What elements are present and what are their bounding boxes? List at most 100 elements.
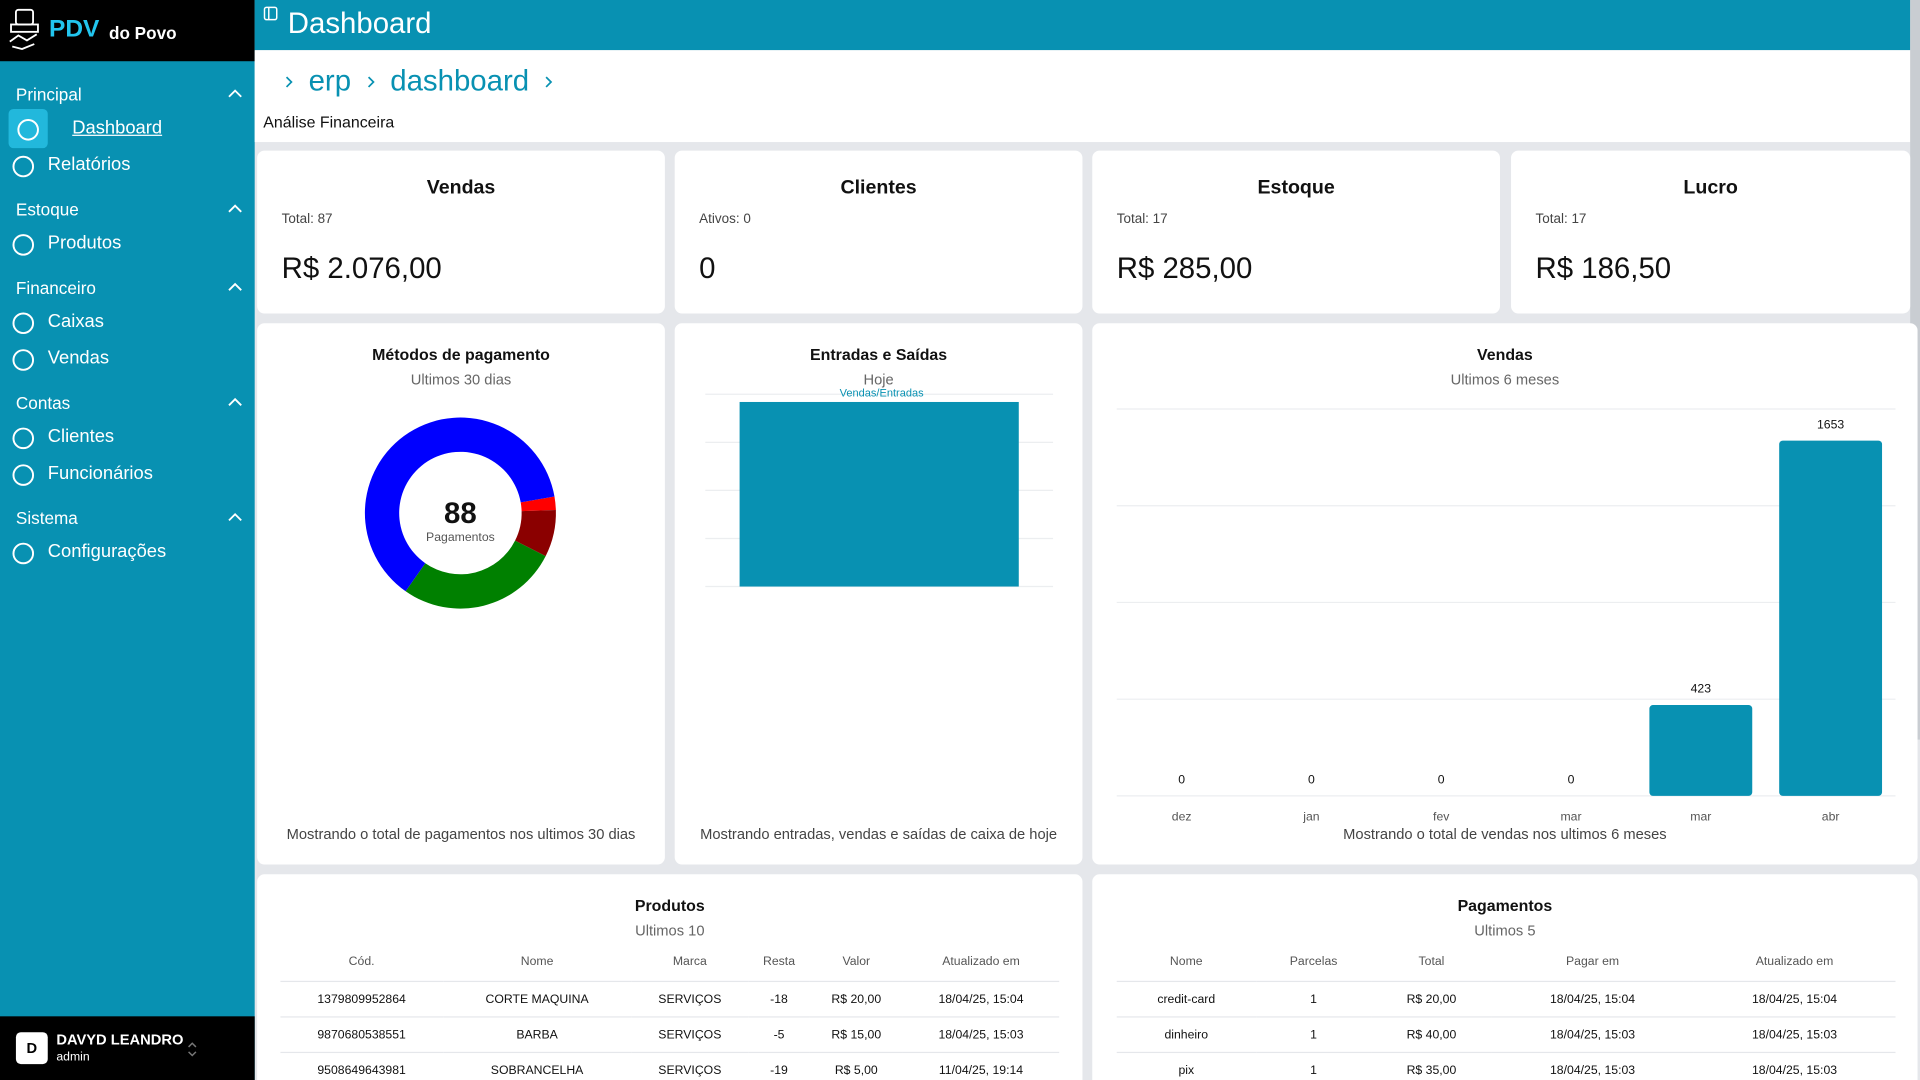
stat-value: 0 <box>699 252 716 286</box>
nav-label: Clientes <box>47 426 115 447</box>
table-row[interactable]: pix 1 R$ 35,00 18/04/25, 15:03 18/04/25, 15:… <box>1116 1051 1896 1080</box>
table-cell: credit-card <box>1116 980 1256 1017</box>
column-header: Nome <box>1169 954 1203 968</box>
nav-icon <box>12 464 35 486</box>
column-header: Cód. <box>348 954 375 968</box>
nav-item[interactable]: Configurações <box>0 534 255 571</box>
breadcrumb-sep <box>285 76 293 88</box>
column-header: Nome <box>520 954 554 968</box>
table-cell: 9870680538551 <box>280 1016 443 1053</box>
group-header[interactable]: Sistema <box>0 502 255 534</box>
brand[interactable]: PDV do Povo <box>0 0 255 62</box>
chart-subtitle: Ultimos 30 dias <box>410 371 512 389</box>
nav-icon <box>12 427 35 450</box>
collapse-icon <box>228 282 242 291</box>
user-box[interactable]: D DAVYD LEANDRO admin <box>0 1016 255 1080</box>
stat-card: Vendas Total: 87 R$ 2.076,00 <box>257 150 665 314</box>
icon-shape <box>12 464 35 486</box>
table-cell: 18/04/25, 15:03 <box>902 1016 1060 1053</box>
group-title: Principal <box>15 84 82 105</box>
x-tick-label: mar <box>1560 809 1581 823</box>
table-cell: 1 <box>1255 1051 1372 1080</box>
chevron <box>367 76 375 88</box>
column-header: Parcelas <box>1289 954 1338 968</box>
stat-caption: Total: 17 <box>1535 211 1587 227</box>
chart-card: Vendas Ultimos 6 meses Mostrando o total d… <box>1092 323 1918 865</box>
value-label: 0 <box>1178 773 1185 787</box>
group-header[interactable]: Contas <box>0 387 255 419</box>
chart-subtitle: Hoje <box>863 371 894 389</box>
nav-item[interactable]: Vendas <box>0 340 255 377</box>
nav-item[interactable]: Relatórios <box>0 147 255 184</box>
table-cell: pix <box>1116 1051 1256 1080</box>
nav-item[interactable]: Clientes <box>0 419 255 456</box>
chevron <box>285 76 293 88</box>
column-header: Total <box>1418 954 1445 968</box>
group-header[interactable]: Financeiro <box>0 272 255 304</box>
value-label: 0 <box>1308 773 1315 787</box>
stat-value: R$ 186,50 <box>1535 252 1672 286</box>
data-table: Nome Parcelas Total Pagar em Atualizado em cr… <box>1116 942 1896 1080</box>
table-cell: 18/04/25, 15:03 <box>1491 1051 1694 1080</box>
pie-segment <box>520 496 556 512</box>
table-body: 1379809952864 CORTE MAQUINA SERVIÇOS -18 R$ … <box>280 980 1060 1080</box>
table-head: Nome Parcelas Total Pagar em Atualizado em <box>1117 942 1896 982</box>
column-header: Marca <box>672 954 707 968</box>
chevron <box>228 397 242 406</box>
stat-card: Clientes Ativos: 0 0 <box>674 150 1083 314</box>
collapse-icon <box>228 397 242 406</box>
table-cell: -19 <box>748 1051 810 1080</box>
header-row: Cód. Nome Marca Resta Valor Atualizado em <box>280 942 1059 982</box>
table-row[interactable]: 9870680538551 BARBA SERVIÇOS -5 R$ 15,00 18/0… <box>280 1016 1060 1053</box>
table-cell: 18/04/25, 15:04 <box>902 980 1060 1017</box>
nav-item[interactable]: Produtos <box>0 225 255 262</box>
pie-segment <box>515 510 556 557</box>
table-row[interactable]: credit-card 1 R$ 20,00 18/04/25, 15:04 18/04… <box>1116 980 1896 1017</box>
table-cell: R$ 35,00 <box>1371 1051 1492 1080</box>
nav: Principal Dashboard Relatórios Estoque Produ… <box>0 69 255 571</box>
breadcrumb-item[interactable]: dashboard <box>390 64 530 98</box>
value-label: 1653 <box>1817 417 1844 431</box>
x-tick-label: abr <box>1822 809 1840 823</box>
table-row[interactable]: 9508649643981 SOBRANCELHA SERVIÇOS -19 R$ 5,… <box>280 1051 1060 1080</box>
group-title: Sistema <box>15 508 78 528</box>
icon-shape <box>17 119 39 141</box>
nav-label: Produtos <box>47 232 122 254</box>
group-title: Contas <box>15 393 71 413</box>
nav-item[interactable]: Funcionários <box>0 456 255 493</box>
column-header: Valor <box>842 954 871 968</box>
bar <box>1649 704 1753 796</box>
chart: 0 0 0 0 423 1653 dez jan fev mar mar abr <box>1116 408 1896 823</box>
table-cell: R$ 40,00 <box>1371 1016 1492 1053</box>
group-header[interactable]: Principal <box>0 78 255 110</box>
chart-title: Métodos de pagamento <box>372 345 550 364</box>
table-cell: 18/04/25, 15:04 <box>1693 980 1896 1017</box>
table-row[interactable]: 1379809952864 CORTE MAQUINA SERVIÇOS -18 R$ … <box>280 980 1060 1017</box>
table-cell: SERVIÇOS <box>631 980 749 1017</box>
icon-shape <box>12 312 35 335</box>
chart-footer: Mostrando entradas, vendas e saídas de c… <box>700 825 1058 843</box>
table-card: Produtos Ultimos 10 Cód. Nome Marca Resta Valo… <box>257 874 1083 1080</box>
group-header[interactable]: Estoque <box>0 193 255 225</box>
table-cell: CORTE MAQUINA <box>442 980 632 1017</box>
avatar: D <box>15 1032 48 1065</box>
column-header: Atualizado em <box>1755 954 1834 968</box>
stat-caption: Ativos: 0 <box>699 211 751 227</box>
nav-label: Configurações <box>47 541 167 563</box>
table-row[interactable]: dinheiro 1 R$ 40,00 18/04/25, 15:03 18/04/25… <box>1116 1016 1896 1053</box>
nav-label: Dashboard <box>72 117 163 139</box>
column-header: Resta <box>763 954 796 968</box>
sidebar-toggle[interactable] <box>263 6 278 21</box>
table-cell: R$ 15,00 <box>809 1016 903 1053</box>
stat-title: Clientes <box>840 177 917 199</box>
nav-label: Caixas <box>47 311 104 332</box>
breadcrumb-item[interactable]: erp <box>308 64 352 98</box>
nav-item[interactable]: Dashboard <box>0 108 255 149</box>
collapse-icon <box>228 89 242 98</box>
nav-icon <box>12 542 35 565</box>
nav-item[interactable]: Caixas <box>0 304 255 341</box>
stat-value: R$ 2.076,00 <box>281 252 442 286</box>
chevrons <box>188 1042 197 1057</box>
